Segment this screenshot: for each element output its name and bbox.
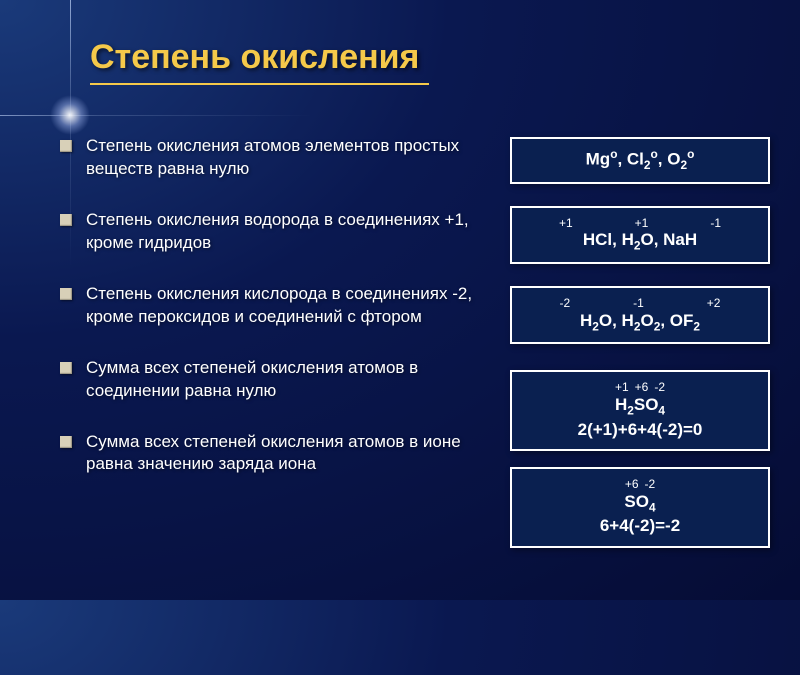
bullet-item: Степень окисления водорода в соединениях…: [60, 209, 480, 255]
formula-text: SO46+4(-2)=-2: [522, 491, 758, 538]
example-box: Mgo, Cl2o, O2o: [510, 137, 770, 184]
bullet-list: Степень окисления атомов элементов прост…: [60, 135, 480, 580]
bullet-text: Степень окисления кислорода в соединения…: [86, 283, 480, 329]
square-bullet-icon: [60, 288, 72, 300]
formula-text: Mgo, Cl2o, O2o: [522, 147, 758, 174]
bullet-text: Степень окисления водорода в соединениях…: [86, 209, 480, 255]
example-box: -2-1+2H2O, H2O2, OF2: [510, 286, 770, 344]
bullet-item: Сумма всех степеней окисления атомов в и…: [60, 431, 480, 477]
bullet-item: Сумма всех степеней окисления атомов в с…: [60, 357, 480, 403]
square-bullet-icon: [60, 214, 72, 226]
bullet-text: Степень окисления атомов элементов прост…: [86, 135, 480, 181]
slide-title: Степень окисления: [90, 38, 429, 85]
formula-text: H2O, H2O2, OF2: [522, 310, 758, 335]
content-area: Степень окисления атомов элементов прост…: [60, 135, 770, 580]
bullet-item: Степень окисления атомов элементов прост…: [60, 135, 480, 181]
square-bullet-icon: [60, 140, 72, 152]
formula-text: H2SO42(+1)+6+4(-2)=0: [522, 394, 758, 441]
examples-column: Mgo, Cl2o, O2o +1+1-1HCl, H2O, NaH -2-1+2H…: [510, 135, 770, 580]
formula-text: HCl, H2O, NaH: [522, 229, 758, 254]
example-box: +1+6-2H2SO42(+1)+6+4(-2)=0: [510, 370, 770, 451]
bullet-text: Сумма всех степеней окисления атомов в с…: [86, 357, 480, 403]
bullet-item: Степень окисления кислорода в соединения…: [60, 283, 480, 329]
square-bullet-icon: [60, 436, 72, 448]
bullet-text: Сумма всех степеней окисления атомов в и…: [86, 431, 480, 477]
example-box: +1+1-1HCl, H2O, NaH: [510, 206, 770, 264]
square-bullet-icon: [60, 362, 72, 374]
example-box: +6-2SO46+4(-2)=-2: [510, 467, 770, 548]
